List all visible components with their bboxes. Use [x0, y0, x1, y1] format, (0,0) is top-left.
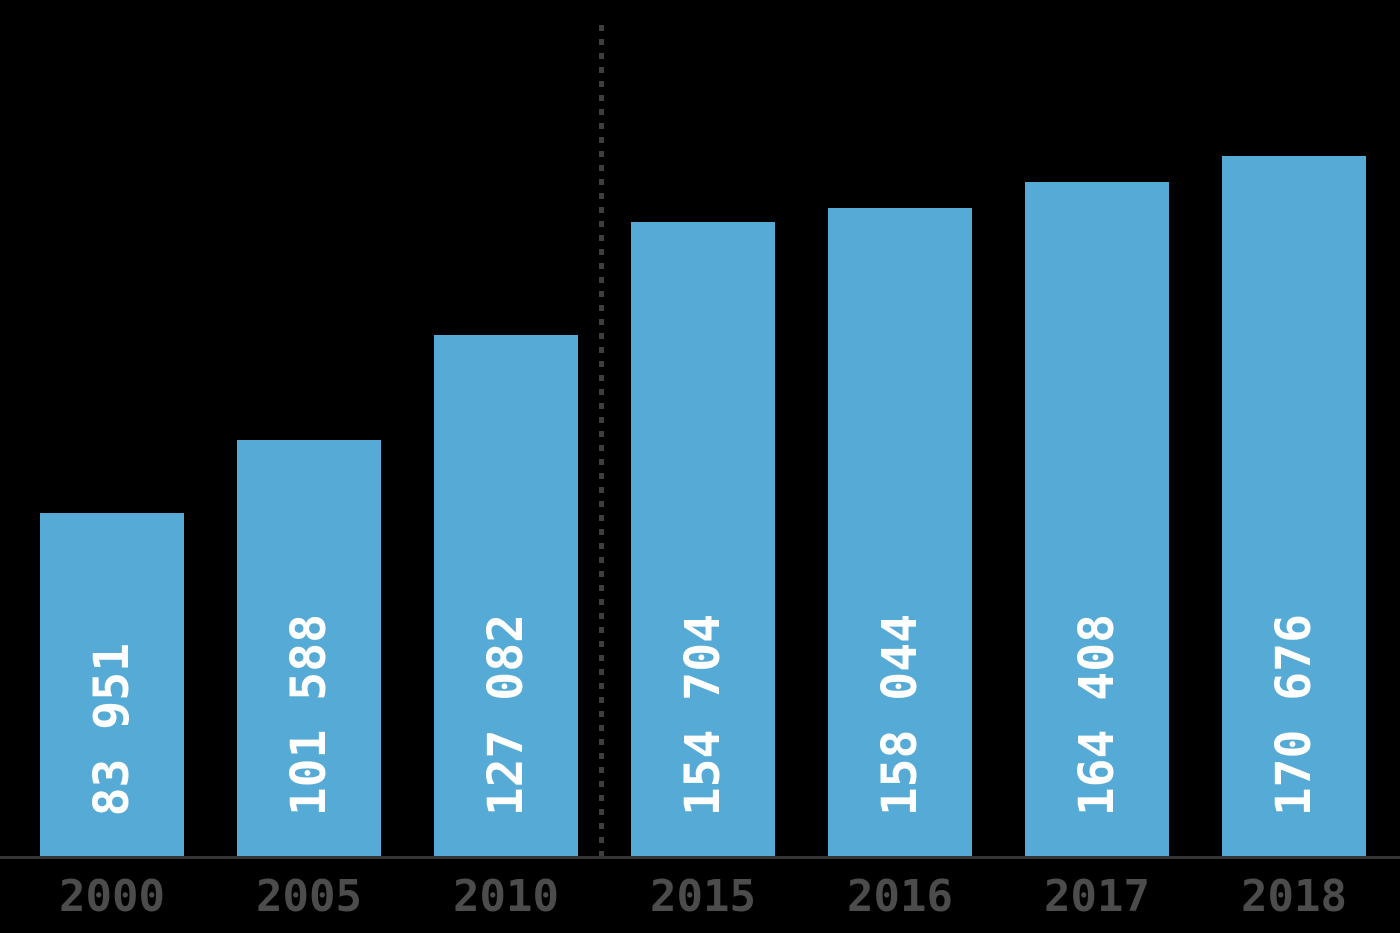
bar-value-label: 83 951: [84, 642, 140, 816]
x-axis-line: [0, 856, 1400, 859]
bar-value-label: 158 044: [872, 613, 928, 816]
bar-slot: 154 704: [631, 0, 775, 858]
bar-value-label: 127 082: [478, 613, 534, 816]
bar: 154 704: [631, 222, 775, 858]
x-axis-tick-label: 2017: [1044, 871, 1150, 922]
bar-value-label: 170 676: [1266, 613, 1322, 816]
bar-slot: 164 408: [1025, 0, 1169, 858]
x-axis-tick-label: 2010: [453, 871, 559, 922]
x-axis-tick-label: 2000: [59, 871, 165, 922]
x-axis-tick-label: 2005: [256, 871, 362, 922]
x-axis-tick-label: 2018: [1241, 871, 1347, 922]
bar-slot: 170 676: [1222, 0, 1366, 858]
bar-group: 127 082 2010: [434, 0, 578, 933]
bar-value-label: 101 588: [281, 613, 337, 816]
bar-value-label: 164 408: [1069, 613, 1125, 816]
bar-group: 158 044 2016: [828, 0, 972, 933]
bar-group: 170 676 2018: [1222, 0, 1366, 933]
bar: 83 951: [40, 513, 184, 858]
bar-slot: 83 951: [40, 0, 184, 858]
plot-area: 83 951 2000 101 588 2005 127 082 2010 15…: [40, 0, 1366, 933]
bar-group: 164 408 2017: [1025, 0, 1169, 933]
bar-value-label: 154 704: [675, 613, 731, 816]
bar-slot: 101 588: [237, 0, 381, 858]
period-divider-dotted-line: [599, 25, 604, 858]
bar-slot: 127 082: [434, 0, 578, 858]
bar: 158 044: [828, 208, 972, 858]
bar: 164 408: [1025, 182, 1169, 858]
bar-group: 101 588 2005: [237, 0, 381, 933]
bar-slot: 158 044: [828, 0, 972, 858]
bar-group: 154 704 2015: [631, 0, 775, 933]
bar: 127 082: [434, 335, 578, 858]
bar: 170 676: [1222, 156, 1366, 858]
bar-group: 83 951 2000: [40, 0, 184, 933]
x-axis-tick-label: 2015: [650, 871, 756, 922]
x-axis-tick-label: 2016: [847, 871, 953, 922]
bar: 101 588: [237, 440, 381, 858]
